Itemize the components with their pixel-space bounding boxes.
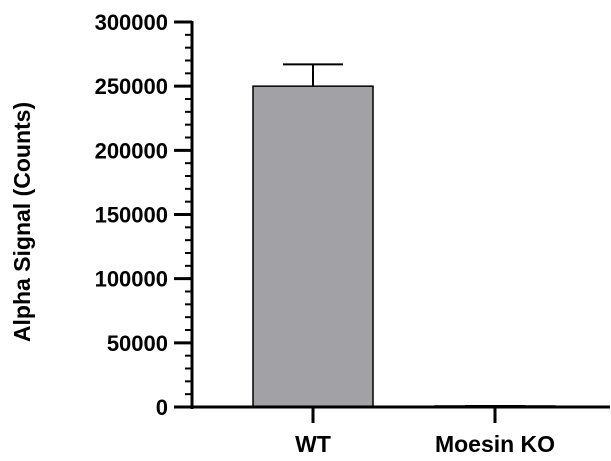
bars <box>252 85 556 408</box>
y-tick-label: 150000 <box>95 203 168 228</box>
y-tick-label: 200000 <box>95 138 168 163</box>
x-axis: WT Moesin KO <box>190 405 610 457</box>
x-tick-label: Moesin KO <box>435 431 555 457</box>
y-axis: 0 50000 100000 150000 200000 250000 300000 <box>95 10 194 420</box>
y-tick-label: 100000 <box>95 267 168 292</box>
y-axis-title: Alpha Signal (Counts) <box>9 102 35 342</box>
y-tick-label: 300000 <box>95 10 168 35</box>
y-tick-label: 50000 <box>107 331 168 356</box>
y-tick-label: 250000 <box>95 74 168 99</box>
x-tick-label: WT <box>295 431 331 457</box>
bar <box>252 85 374 408</box>
y-tick-label: 0 <box>156 395 168 420</box>
